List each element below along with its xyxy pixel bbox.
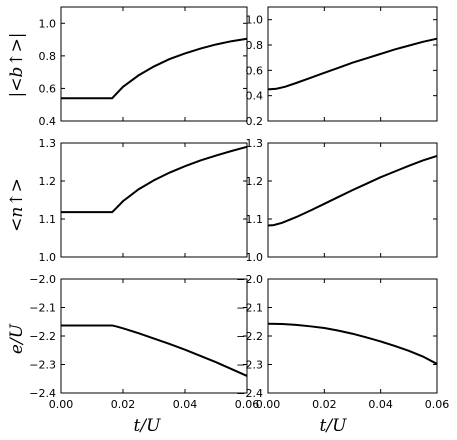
y-tick-label: 0.8 bbox=[246, 39, 264, 52]
series-line bbox=[267, 322, 438, 365]
y-tick-label: 1.0 bbox=[246, 14, 264, 27]
y-tick-label: −2.0 bbox=[236, 273, 263, 286]
y-tick-label: 1.3 bbox=[246, 137, 264, 150]
plot-frame bbox=[267, 6, 438, 122]
y-tick-label: −2.2 bbox=[29, 330, 56, 343]
xlabel-right: t/U bbox=[320, 416, 348, 436]
series-line bbox=[61, 145, 248, 214]
x-tick-label: 0.06 bbox=[425, 398, 450, 411]
y-tick-label: 0.2 bbox=[246, 115, 264, 128]
x-tick-label: 0.04 bbox=[173, 398, 198, 411]
plot-frame bbox=[60, 278, 248, 394]
y-tick-label: 1.2 bbox=[246, 175, 264, 188]
y-tick-label: 0.8 bbox=[39, 50, 57, 63]
y-tick-label: 0.6 bbox=[39, 82, 57, 95]
panel-row1-right: 0.2 0.4 0.6 0.8 1.0 bbox=[246, 6, 438, 128]
series-line bbox=[61, 324, 248, 377]
y-tick-label: 1.0 bbox=[246, 251, 264, 264]
y-tick-label: −2.4 bbox=[29, 387, 56, 400]
y-tick-label: 0.4 bbox=[246, 90, 264, 103]
plot-frame bbox=[60, 6, 248, 122]
y-tick-label: −2.3 bbox=[236, 359, 263, 372]
x-tick-label: 0.02 bbox=[111, 398, 136, 411]
x-tick-label: 0.06 bbox=[235, 398, 260, 411]
panel-row2-right: 1.0 1.1 1.2 1.3 bbox=[246, 137, 438, 264]
x-tick-label: 0.00 bbox=[49, 398, 74, 411]
series-line bbox=[267, 154, 438, 227]
panel-row1-left: 0.4 0.6 0.8 1.0 bbox=[39, 6, 248, 128]
y-tick-label: 1.3 bbox=[39, 137, 57, 150]
y-tick-label: −2.3 bbox=[29, 359, 56, 372]
y-tick-label: 1.0 bbox=[39, 251, 57, 264]
y-tick-label: 1.1 bbox=[39, 213, 57, 226]
y-tick-label: −2.1 bbox=[29, 302, 56, 315]
ylabel-row3: e/U bbox=[7, 323, 27, 354]
y-tick-label: 1.2 bbox=[39, 175, 57, 188]
y-tick-label: −2.0 bbox=[29, 273, 56, 286]
y-tick-label: −2.1 bbox=[236, 302, 263, 315]
x-tick-label: 0.04 bbox=[368, 398, 393, 411]
panel-row3-right: −2.4 −2.3 −2.2 −2.1 −2.0 0.00 0.02 0.04 0.06 bbox=[236, 273, 449, 411]
plot-frame bbox=[267, 142, 438, 258]
series-line bbox=[267, 37, 438, 91]
panel-row2-left: 1.0 1.1 1.2 1.3 bbox=[39, 137, 248, 264]
y-tick-label: 0.4 bbox=[39, 115, 57, 128]
y-tick-label: 1.1 bbox=[246, 213, 264, 226]
y-tick-label: 1.0 bbox=[39, 17, 57, 30]
y-tick-label: 0.6 bbox=[246, 64, 264, 77]
y-tick-label: −2.2 bbox=[236, 330, 263, 343]
ylabel-row2: <n↑> bbox=[7, 178, 27, 232]
x-tick-label: 0.00 bbox=[256, 398, 281, 411]
series-line bbox=[61, 37, 248, 100]
plot-frame bbox=[60, 142, 248, 258]
x-tick-label: 0.02 bbox=[312, 398, 337, 411]
y-tick-label: −2.4 bbox=[236, 387, 263, 400]
ylabel-row1: |<b↑>| bbox=[7, 32, 27, 97]
plot-frame bbox=[267, 278, 438, 394]
panel-row3-left: −2.4 −2.3 −2.2 −2.1 −2.0 0.00 0.02 0.04 0.06 bbox=[29, 273, 259, 411]
xlabel-left: t/U bbox=[134, 416, 162, 436]
